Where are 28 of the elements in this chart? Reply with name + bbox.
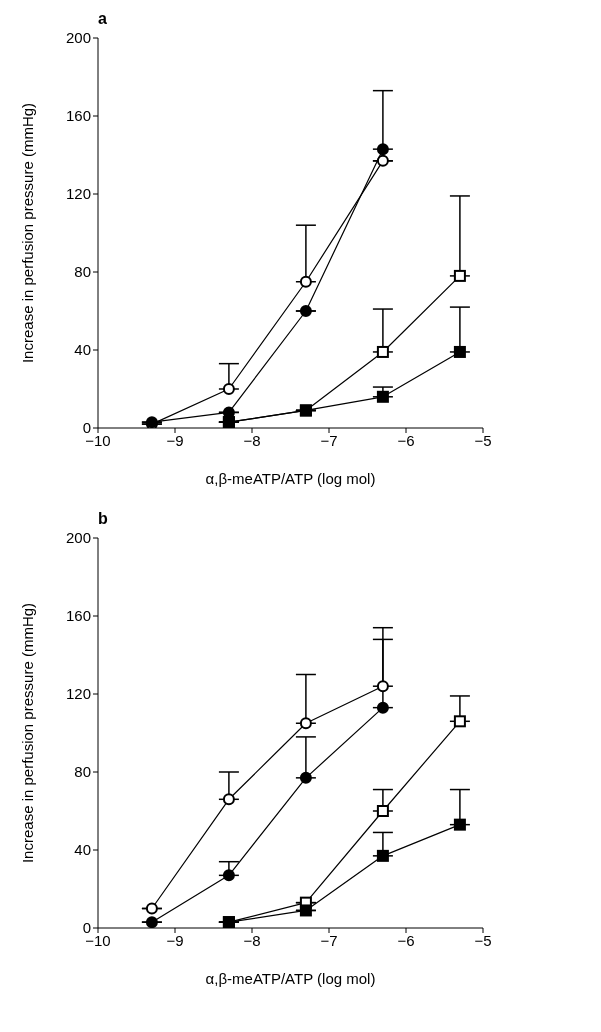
x-tick-label: −9 (166, 431, 184, 449)
chart-title: b (98, 510, 108, 528)
y-axis-title: Increase in perfusion pressure (mmHg) (19, 102, 37, 364)
x-tick-label: −5 (474, 931, 492, 949)
y-tick-label: 160 (65, 107, 91, 125)
y-tick-label: 80 (74, 263, 91, 281)
x-tick-label: −6 (397, 431, 415, 449)
y-tick-label: 80 (74, 763, 91, 781)
x-tick-label: −7 (320, 931, 338, 949)
y-axis-title: Increase in perfusion pressure (mmHg) (19, 602, 37, 864)
y-tick-label: 0 (82, 919, 91, 937)
chart-title: a (98, 10, 107, 28)
x-tick-label: −6 (397, 931, 415, 949)
y-tick-label: 0 (82, 419, 91, 437)
y-tick-label: 40 (74, 841, 91, 859)
x-tick-label: −5 (474, 431, 492, 449)
x-tick-label: −8 (243, 931, 261, 949)
y-tick-label: 200 (65, 29, 91, 47)
y-tick-label: 200 (65, 529, 91, 547)
x-axis-title: α,β-meATP/ATP (log mol) (205, 970, 376, 987)
y-tick-label: 160 (65, 607, 91, 625)
y-tick-label: 120 (65, 685, 91, 703)
x-tick-label: −9 (166, 931, 184, 949)
x-tick-label: −7 (320, 431, 338, 449)
x-tick-label: −8 (243, 431, 261, 449)
y-tick-label: 40 (74, 341, 91, 359)
x-axis-title: α,β-meATP/ATP (log mol) (205, 470, 376, 487)
y-tick-label: 120 (65, 185, 91, 203)
